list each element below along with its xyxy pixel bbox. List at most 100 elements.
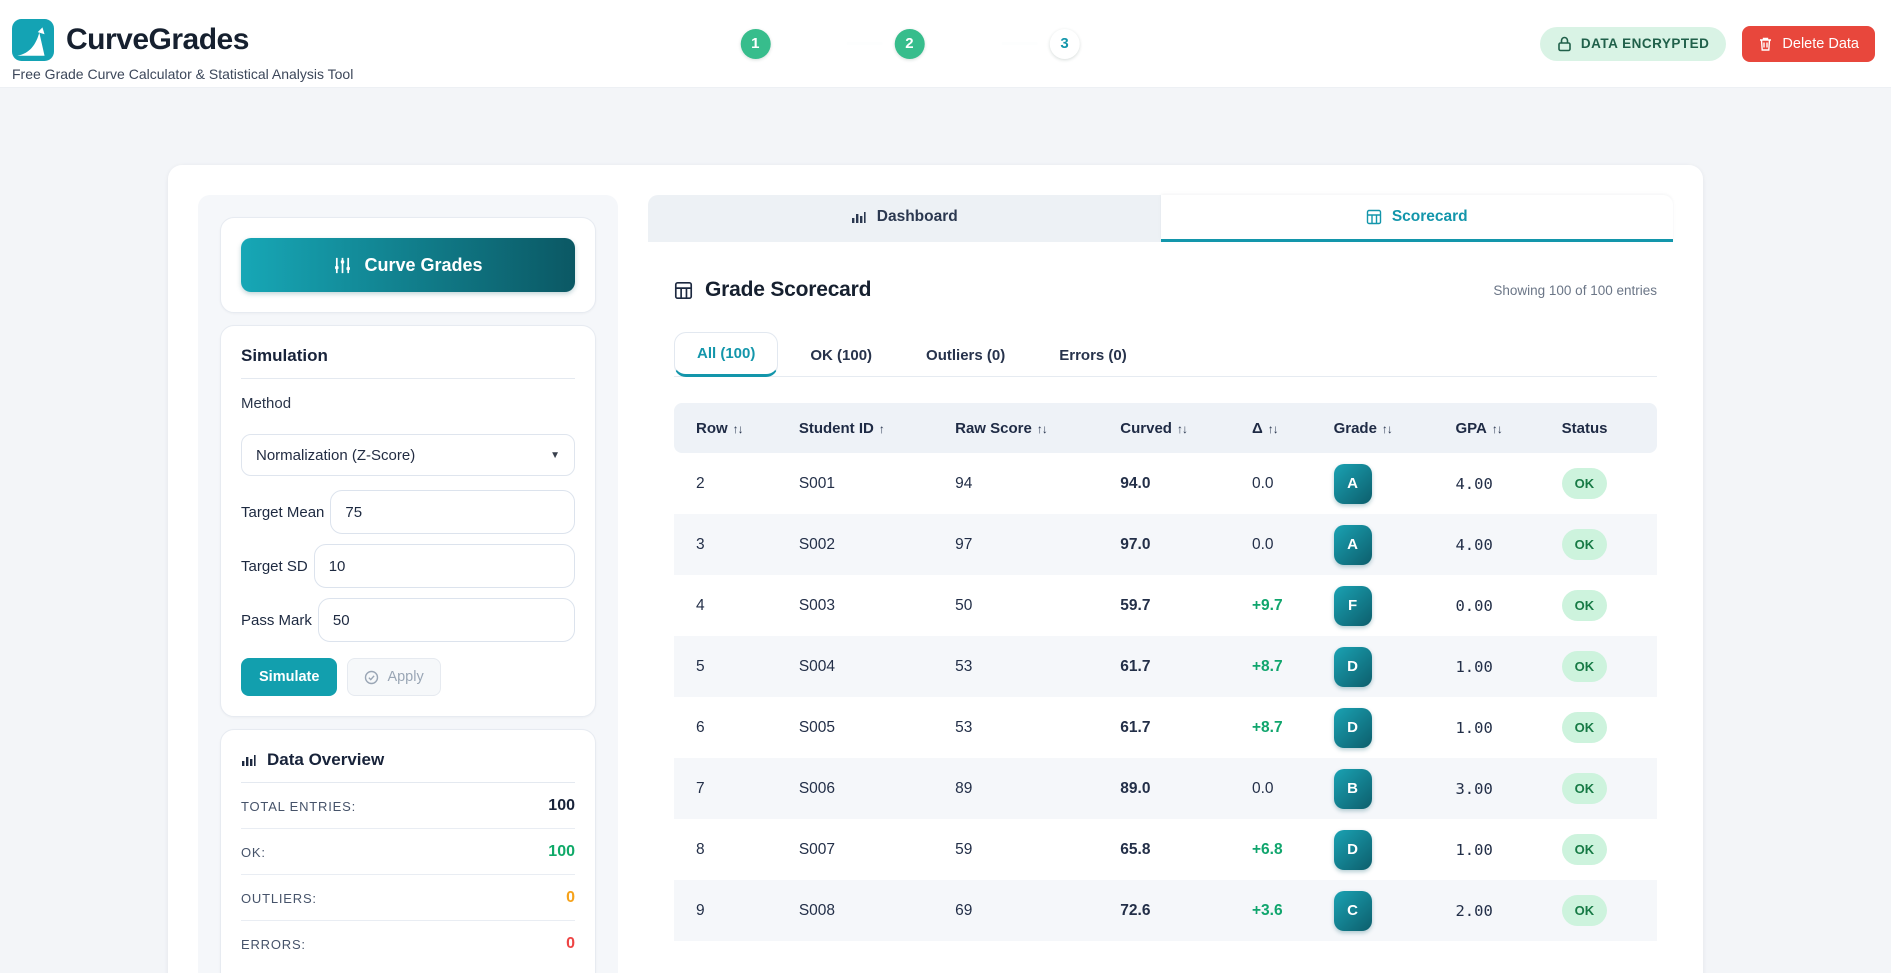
cell-delta: +3.6 <box>1251 901 1283 919</box>
cell-raw-score: 94 <box>955 474 973 492</box>
page-title: Grade Scorecard <box>705 278 872 301</box>
cell-grade: D <box>1333 636 1456 697</box>
sort-icon: ↑↓ <box>1036 421 1048 436</box>
cell-curved: 89.0 <box>1120 779 1151 797</box>
stat-label: TOTAL ENTRIES: <box>241 798 356 814</box>
cell-raw-score: 50 <box>955 596 973 614</box>
cell-curved: 61.7 <box>1120 657 1151 675</box>
simulation-buttons: Simulate Apply <box>241 658 575 696</box>
cell-curved: 59.7 <box>1120 596 1151 614</box>
target-sd-input[interactable] <box>313 544 575 588</box>
table-header-row: Row ↑↓ Student ID ↑ Raw Score ↑↓ Curved ↑↓ Δ… <box>674 403 1657 453</box>
cell-delta: +9.7 <box>1251 596 1283 614</box>
stat-value: 0 <box>566 935 575 952</box>
step-1-label: Upload <box>780 34 835 52</box>
curve-grades-button[interactable]: Curve Grades <box>241 238 575 292</box>
cell-status: OK <box>1561 453 1657 514</box>
column-header-raw-score[interactable]: Raw Score ↑↓ <box>955 403 1121 453</box>
stat-ok: OK: 100 <box>241 829 575 875</box>
cell-curved: 61.7 <box>1120 718 1151 736</box>
pass-mark-input[interactable] <box>317 598 575 642</box>
delete-data-button[interactable]: Delete Data <box>1742 25 1875 62</box>
scorecard-panel: Grade Scorecard Showing 100 of 100 entri… <box>648 242 1673 941</box>
cell-student-id: S007 <box>798 840 836 858</box>
header-actions: DATA ENCRYPTED Delete Data <box>1539 25 1875 62</box>
column-header-gpa[interactable]: GPA ↑↓ <box>1455 403 1562 453</box>
cell-gpa: 1.00 <box>1455 840 1493 859</box>
column-header-curved[interactable]: Curved ↑↓ <box>1120 403 1252 453</box>
step-scorecard: 3 Scorecard <box>1049 28 1168 59</box>
cell-curved: 72.6 <box>1120 901 1151 919</box>
column-header-status[interactable]: Status <box>1561 403 1657 453</box>
method-select-value: Normalization (Z-Score) <box>256 446 416 464</box>
tab-dashboard[interactable]: Dashboard <box>648 195 1161 242</box>
step-3-label: Scorecard <box>1089 34 1168 52</box>
table-grid-icon <box>1366 209 1382 225</box>
sort-icon: ↑ <box>878 421 885 436</box>
view-tabs: Dashboard Scorecard <box>648 195 1673 242</box>
data-overview-label: Data Overview <box>267 750 385 769</box>
step-review: 2 Review <box>894 28 990 59</box>
tab-scorecard[interactable]: Scorecard <box>1160 195 1673 242</box>
table-row: 7 S006 89 89.0 0.0 B 3.00 OK <box>674 758 1657 819</box>
simulate-button[interactable]: Simulate <box>241 658 338 696</box>
curve-grades-label: Curve Grades <box>364 254 483 275</box>
step-connector <box>846 42 883 45</box>
table-row: 8 S007 59 65.8 +6.8 D 1.00 OK <box>674 819 1657 880</box>
cell-status: OK <box>1561 514 1657 575</box>
grade-badge: D <box>1333 646 1372 687</box>
status-badge: OK <box>1561 834 1608 865</box>
cell-raw-score: 89 <box>955 779 973 797</box>
cell-delta: +6.8 <box>1251 840 1283 858</box>
cell-delta: +8.7 <box>1251 718 1283 736</box>
cell-row: 6 <box>696 718 705 736</box>
method-select[interactable]: Normalization (Z-Score) ▼ <box>241 434 575 476</box>
app-tagline: Free Grade Curve Calculator & Statistica… <box>12 66 354 82</box>
column-header-student-id[interactable]: Student ID ↑ <box>798 403 956 453</box>
sort-icon: ↑↓ <box>1267 421 1279 436</box>
target-mean-field-row: Target Mean <box>241 490 575 534</box>
simulation-title: Simulation <box>241 346 575 379</box>
stat-label: OK: <box>241 844 266 860</box>
grades-table: Row ↑↓ Student ID ↑ Raw Score ↑↓ Curved ↑↓ Δ… <box>674 403 1657 941</box>
apply-button[interactable]: Apply <box>347 658 441 696</box>
target-mean-label: Target Mean <box>241 503 325 521</box>
tab-dashboard-label: Dashboard <box>876 208 958 225</box>
app-title: CurveGrades <box>66 23 249 56</box>
column-header-grade[interactable]: Grade ↑↓ <box>1333 403 1456 453</box>
filter-errors[interactable]: Errors (0) <box>1059 347 1127 364</box>
pass-mark-field-row: Pass Mark <box>241 598 575 642</box>
step-2-label: Review <box>934 34 990 52</box>
app-logo-icon <box>12 19 54 61</box>
cell-row: 3 <box>696 535 705 553</box>
table-row: 5 S004 53 61.7 +8.7 D 1.00 OK <box>674 636 1657 697</box>
cell-curved: 94.0 <box>1120 474 1151 492</box>
cell-student-id: S001 <box>798 474 836 492</box>
filter-outliers[interactable]: Outliers (0) <box>926 347 1006 364</box>
stat-outliers: OUTLIERS: 0 <box>241 875 575 921</box>
column-header-delta[interactable]: Δ ↑↓ <box>1251 403 1334 453</box>
cell-grade: B <box>1333 758 1456 819</box>
cell-curved: 97.0 <box>1120 535 1151 553</box>
cell-status: OK <box>1561 575 1657 636</box>
target-mean-input[interactable] <box>330 490 575 534</box>
status-badge: OK <box>1561 712 1608 743</box>
column-header-row[interactable]: Row ↑↓ <box>674 403 799 453</box>
filter-all[interactable]: All (100) <box>674 332 779 377</box>
table-row: 9 S008 69 72.6 +3.6 C 2.00 OK <box>674 880 1657 941</box>
stat-label: OUTLIERS: <box>241 890 317 906</box>
sort-icon: ↑↓ <box>732 421 744 436</box>
step-3-circle: 3 <box>1049 28 1080 59</box>
step-upload: 1 Upload <box>740 28 835 59</box>
data-encrypted-badge: DATA ENCRYPTED <box>1539 26 1727 61</box>
status-badge: OK <box>1561 895 1608 926</box>
grade-badge: A <box>1333 463 1372 504</box>
cell-raw-score: 69 <box>955 901 973 919</box>
cell-row: 4 <box>696 596 705 614</box>
cell-gpa: 1.00 <box>1455 657 1493 676</box>
table-row: 3 S002 97 97.0 0.0 A 4.00 OK <box>674 514 1657 575</box>
cell-row: 8 <box>696 840 705 858</box>
chevron-down-icon: ▼ <box>550 449 560 461</box>
cell-grade: D <box>1333 819 1456 880</box>
filter-ok[interactable]: OK (100) <box>810 347 873 364</box>
